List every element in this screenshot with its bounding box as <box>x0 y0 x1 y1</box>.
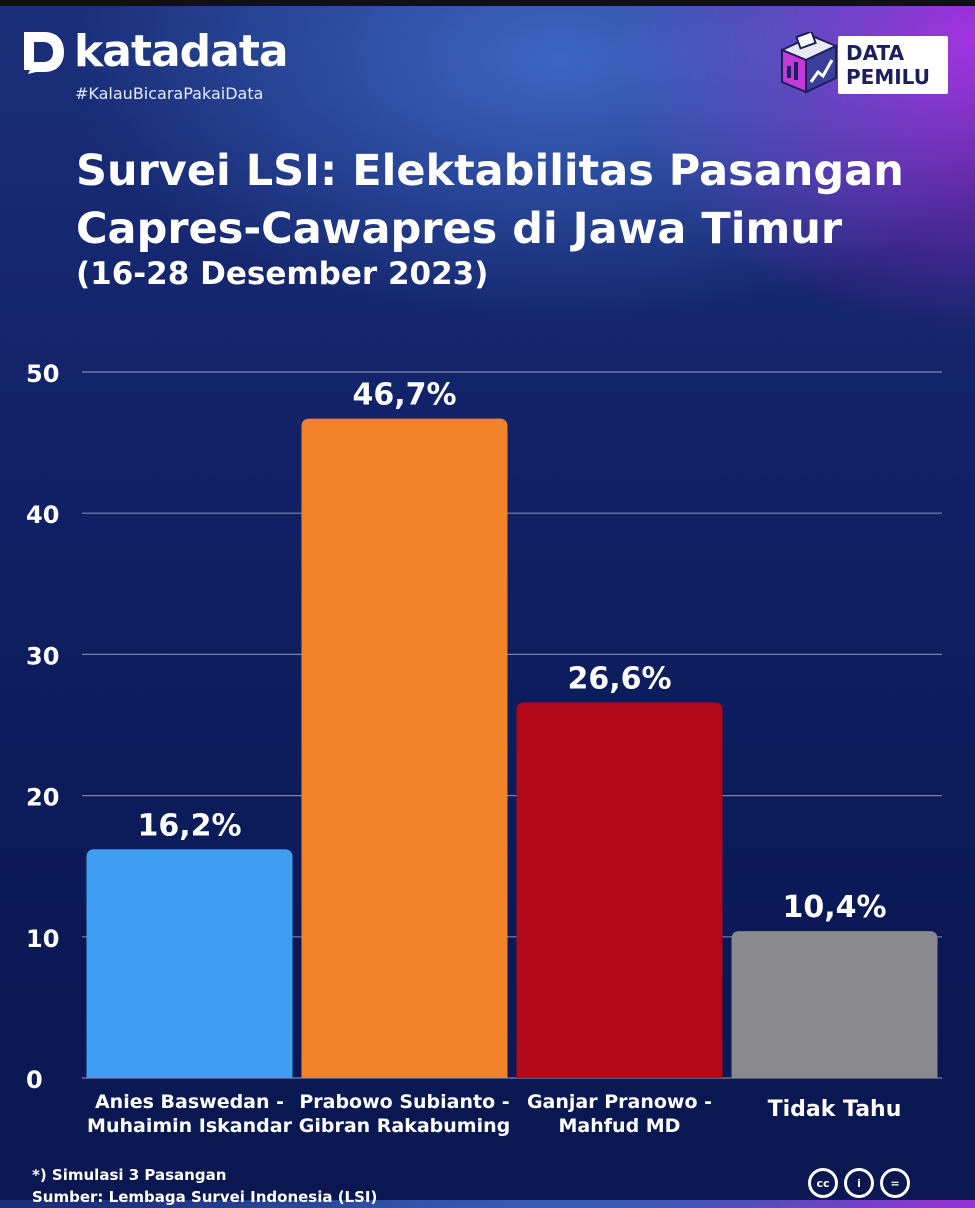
bar <box>301 418 508 1078</box>
y-tick-label: 40 <box>26 501 59 529</box>
x-tick-label: Tidak Tahu <box>768 1097 902 1122</box>
y-tick-label: 10 <box>26 925 59 953</box>
chart-title: Survei LSI: Elektabilitas Pasangan Capre… <box>76 146 904 254</box>
by-icon: i <box>844 1168 874 1198</box>
brand-tagline: #KalauBicaraPakaiData <box>75 84 264 103</box>
bar <box>86 849 293 1078</box>
footnote-note: *) Simulasi 3 Pasangan <box>32 1166 227 1184</box>
x-tick-label: Prabowo Subianto - <box>299 1091 509 1113</box>
y-tick-label: 20 <box>26 784 59 812</box>
top-border <box>0 0 975 6</box>
cc-icon: cc <box>808 1168 838 1198</box>
bar <box>516 702 723 1078</box>
footnote: *) Simulasi 3 Pasangan Sumber: Lembaga S… <box>32 1164 377 1208</box>
y-tick-label: 0 <box>26 1066 43 1094</box>
x-tick-label: Muhaimin Iskandar <box>87 1115 293 1137</box>
nd-icon: = <box>880 1168 910 1198</box>
y-tick-label: 30 <box>26 642 59 670</box>
data-pemilu-badge: DATA PEMILU <box>778 20 950 104</box>
license-icons: cc i = <box>808 1168 910 1198</box>
badge-line-2: PEMILU <box>846 65 930 89</box>
x-tick-label: Anies Baswedan - <box>95 1091 284 1113</box>
y-tick-label: 50 <box>26 360 59 388</box>
katadata-logo-icon <box>24 32 64 74</box>
data-label: 46,7% <box>352 378 456 413</box>
data-label: 10,4% <box>782 890 886 925</box>
brand-name: katadata <box>74 26 289 77</box>
ballot-box-icon <box>779 32 839 94</box>
badge-line-1: DATA <box>846 41 905 65</box>
x-tick-label: Ganjar Pranowo - <box>527 1091 712 1113</box>
badge-label: DATA PEMILU <box>838 36 948 94</box>
data-label: 16,2% <box>137 808 241 843</box>
bar-chart: 0 10 20 30 40 50 16,2% Anies Baswedan -Muhaimin… <box>26 360 942 1137</box>
katadata-logo: katadata <box>22 26 289 77</box>
footnote-source: Sumber: Lembaga Survei Indonesia (LSI) <box>32 1188 378 1206</box>
data-label: 26,6% <box>567 661 671 696</box>
x-tick-label: Gibran Rakabuming <box>299 1115 511 1137</box>
bar <box>731 931 938 1078</box>
x-tick-label: Mahfud MD <box>559 1115 681 1137</box>
chart-subtitle: (16-28 Desember 2023) <box>76 256 489 292</box>
